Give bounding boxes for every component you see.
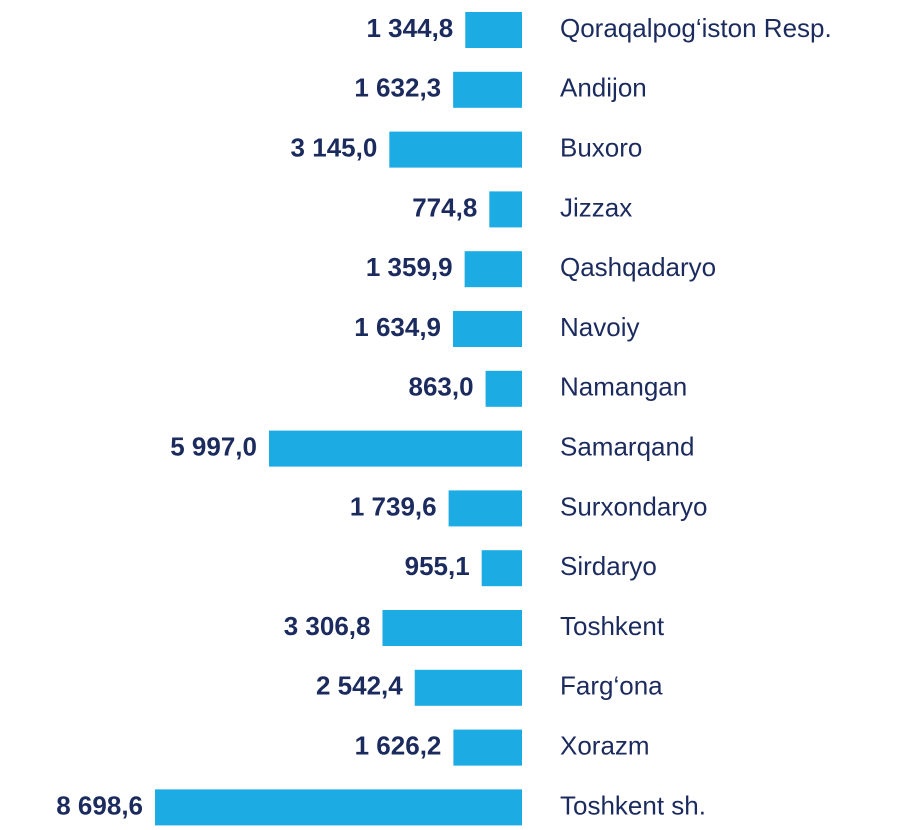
bar [155,789,522,826]
value-label: 1 626,2 [355,730,442,760]
value-label: 1 344,8 [367,13,454,43]
bar [414,669,522,706]
value-label: 3 306,8 [284,611,371,641]
category-label: Jizzax [560,192,632,222]
value-label: 8 698,6 [56,790,143,820]
bar [268,430,522,467]
category-label: Surxondaryo [560,491,707,521]
bar [465,12,522,48]
bar [453,311,522,347]
bar [382,610,522,646]
category-label: Namangan [560,372,687,402]
category-label: Buxoro [560,132,642,162]
category-label: Farg‘ona [560,671,663,701]
bar [489,191,522,228]
bar [453,729,522,766]
category-label: Qoraqalpog‘iston Resp. [560,13,832,43]
value-label: 1 632,3 [354,73,441,103]
category-label: Navoiy [560,312,639,342]
value-label: 5 997,0 [170,431,257,461]
value-label: 2 542,4 [316,671,403,701]
value-label: 1 359,9 [366,252,453,282]
bar [485,370,522,407]
value-label: 3 145,0 [291,132,378,162]
category-label: Qashqadaryo [560,252,716,282]
bar [481,550,522,587]
category-label: Sirdaryo [560,551,657,581]
bar [448,490,522,527]
value-label: 774,8 [412,192,477,222]
category-label: Andijon [560,73,647,103]
bar [453,71,522,108]
category-label: Xorazm [560,730,650,760]
category-label: Samarqand [560,431,694,461]
category-label: Toshkent [560,611,665,641]
value-label: 863,0 [409,372,474,402]
value-label: 955,1 [405,551,470,581]
category-label: Toshkent sh. [560,790,706,820]
bar [464,251,522,288]
value-label: 1 634,9 [354,312,441,342]
value-label: 1 739,6 [350,491,437,521]
bar [389,131,522,168]
